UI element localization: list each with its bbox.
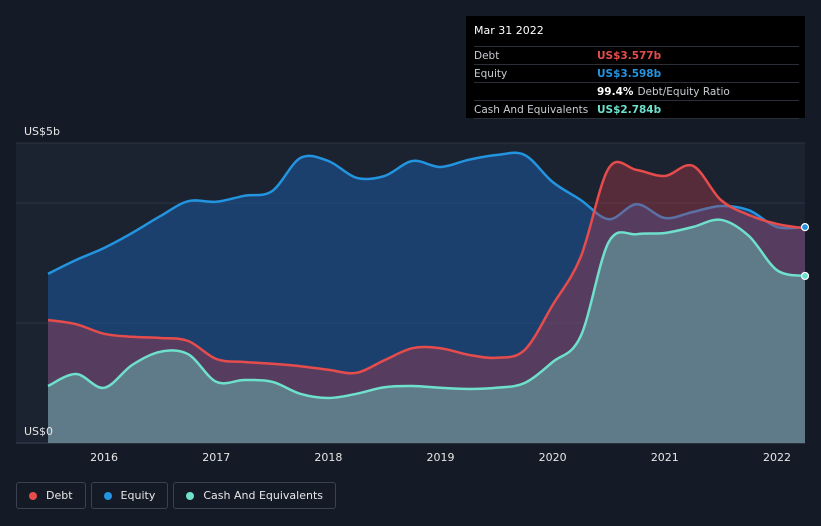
equity-end-point — [800, 223, 810, 232]
x-tick-label-2020: 2020 — [539, 451, 567, 464]
cash-end-point — [800, 271, 810, 281]
tooltip-ratio-value: 99.4% — [597, 85, 634, 98]
y-tick-label-zero: US$0 — [24, 425, 53, 438]
x-tick-label-2021: 2021 — [651, 451, 679, 464]
tooltip-row-ratio: 99.4% Debt/Equity Ratio — [474, 82, 799, 100]
y-tick-label-top: US$5b — [24, 125, 60, 138]
tooltip-debt-value: US$3.577b — [597, 49, 662, 62]
legend-cash-label: Cash And Equivalents — [203, 489, 323, 502]
equity-area — [48, 152, 805, 443]
tooltip-row-cash: Cash And Equivalents US$2.784b — [474, 100, 799, 119]
data-tooltip: Mar 31 2022 Debt US$3.577b Equity US$3.5… — [466, 16, 805, 119]
debt-line — [47, 160, 806, 375]
tooltip-cash-label: Cash And Equivalents — [474, 103, 589, 116]
tooltip-debt-label: Debt — [474, 49, 500, 62]
tooltip-cash-value: US$2.784b — [597, 103, 662, 116]
legend-equity-label: Equity — [120, 489, 156, 502]
debt-area — [48, 161, 805, 443]
tooltip-equity-value: US$3.598b — [597, 67, 662, 80]
equity-dot-icon — [103, 491, 112, 500]
tooltip-row-debt: Debt US$3.577b — [474, 46, 799, 64]
x-tick-label-2017: 2017 — [202, 451, 230, 464]
tooltip-row-equity: Equity US$3.598b — [474, 64, 799, 82]
legend-item-equity[interactable]: Equity — [90, 482, 169, 509]
legend-item-cash[interactable]: Cash And Equivalents — [173, 482, 336, 509]
tooltip-date: Mar 31 2022 — [474, 24, 544, 37]
tooltip-equity-label: Equity — [474, 67, 508, 80]
cash-dot-icon — [186, 491, 195, 500]
x-tick-label-2016: 2016 — [90, 451, 118, 464]
chart-legend: Debt Equity Cash And Equivalents — [16, 482, 341, 509]
legend-debt-label: Debt — [46, 489, 73, 502]
x-tick-label-2022: 2022 — [763, 451, 791, 464]
x-tick-label-2018: 2018 — [314, 451, 342, 464]
equity-line — [47, 151, 806, 275]
cash-area — [48, 219, 805, 443]
debt-dot-icon — [29, 491, 37, 500]
tooltip-ratio-label: Debt/Equity Ratio — [637, 85, 730, 98]
cash-line — [47, 218, 806, 400]
x-tick-label-2019: 2019 — [427, 451, 455, 464]
legend-item-debt[interactable]: Debt — [16, 482, 86, 509]
